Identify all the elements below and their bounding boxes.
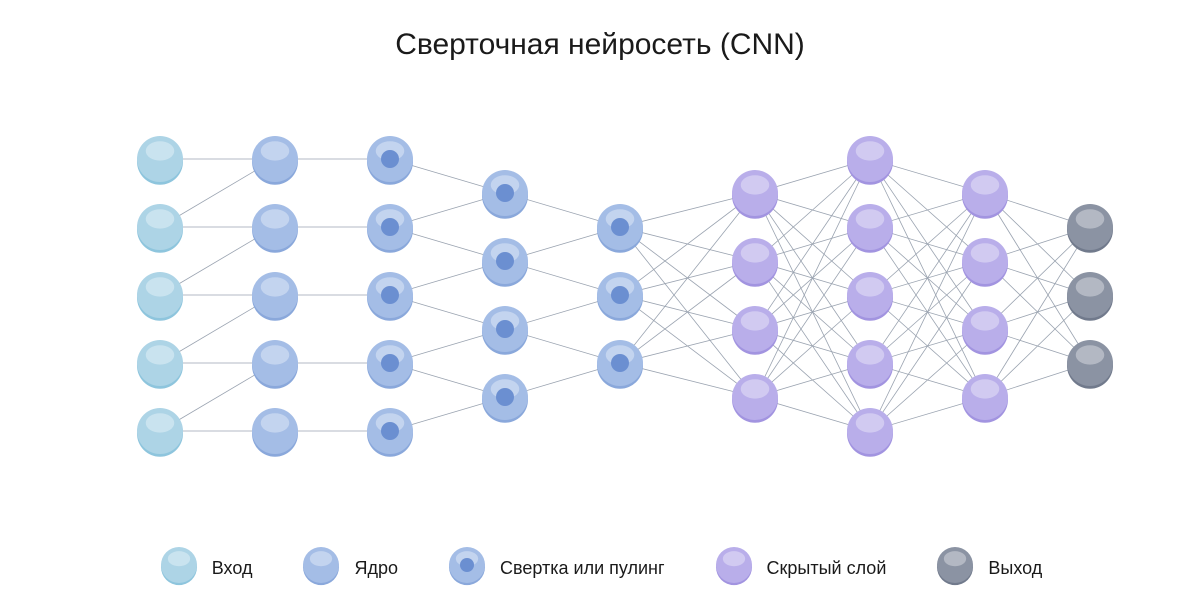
node-hidden1-1 [732, 238, 778, 287]
legend-item-3: Скрытый слой [713, 545, 887, 592]
node-conv1-3 [367, 340, 413, 389]
node-input-4 [137, 408, 183, 457]
legend-swatch-1 [300, 545, 342, 592]
node-hidden2-1 [847, 204, 893, 253]
node-conv1-0 [367, 136, 413, 185]
legend-label-3: Скрытый слой [767, 558, 887, 579]
legend-item-0: Вход [158, 545, 253, 592]
node-hidden2-0 [847, 136, 893, 185]
node-output-0 [1067, 204, 1113, 253]
node-conv1-2 [367, 272, 413, 321]
cnn-diagram [0, 0, 1200, 520]
legend-swatch-4 [934, 545, 976, 592]
node-hidden3-2 [962, 306, 1008, 355]
node-kernel-0 [252, 136, 298, 185]
legend-node-2 [449, 547, 485, 585]
node-conv1-1 [367, 204, 413, 253]
node-input-1 [137, 204, 183, 253]
node-conv3-0 [597, 204, 643, 253]
legend-item-2: Свертка или пулинг [446, 545, 665, 592]
legend-swatch-2 [446, 545, 488, 592]
node-conv3-2 [597, 340, 643, 389]
node-conv3-1 [597, 272, 643, 321]
legend-item-4: Выход [934, 545, 1042, 592]
node-hidden2-4 [847, 408, 893, 457]
legend-label-4: Выход [988, 558, 1042, 579]
node-hidden1-0 [732, 170, 778, 219]
node-output-2 [1067, 340, 1113, 389]
node-input-0 [137, 136, 183, 185]
node-hidden1-2 [732, 306, 778, 355]
legend-node-0 [161, 547, 197, 585]
node-kernel-4 [252, 408, 298, 457]
node-conv2-1 [482, 238, 528, 287]
legend-item-1: Ядро [300, 545, 398, 592]
node-hidden2-3 [847, 340, 893, 389]
node-input-2 [137, 272, 183, 321]
node-output-1 [1067, 272, 1113, 321]
node-conv1-4 [367, 408, 413, 457]
legend-swatch-0 [158, 545, 200, 592]
node-hidden3-0 [962, 170, 1008, 219]
node-kernel-2 [252, 272, 298, 321]
nodes-group [137, 136, 1113, 457]
legend-node-4 [937, 547, 973, 585]
node-conv2-3 [482, 374, 528, 423]
legend-label-2: Свертка или пулинг [500, 558, 665, 579]
legend-node-3 [716, 547, 752, 585]
node-hidden3-1 [962, 238, 1008, 287]
node-hidden3-3 [962, 374, 1008, 423]
node-hidden1-3 [732, 374, 778, 423]
node-kernel-1 [252, 204, 298, 253]
legend-label-1: Ядро [354, 558, 398, 579]
node-conv2-0 [482, 170, 528, 219]
legend-swatch-3 [713, 545, 755, 592]
node-conv2-2 [482, 306, 528, 355]
legend: Вход Ядро Свертка или пулинг Скрытый слой Вы… [0, 545, 1200, 592]
legend-node-1 [303, 547, 339, 585]
legend-label-0: Вход [212, 558, 253, 579]
node-input-3 [137, 340, 183, 389]
node-kernel-3 [252, 340, 298, 389]
node-hidden2-2 [847, 272, 893, 321]
